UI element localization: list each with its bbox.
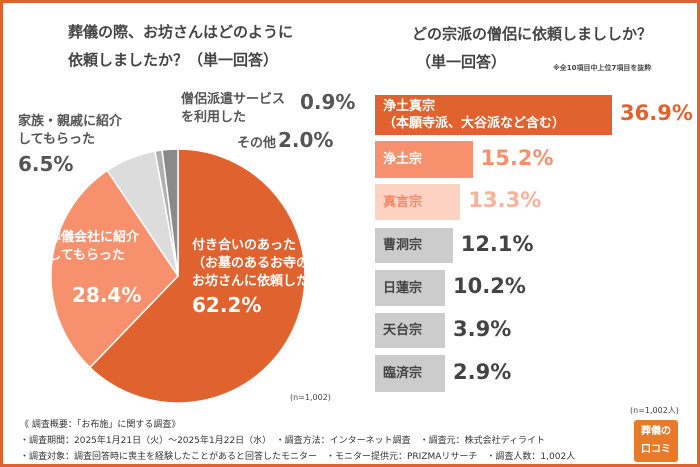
bar-subtitle: ※全10項目中上位7項目を抜粋 [553, 64, 652, 72]
pie-label: その他 [237, 136, 277, 151]
footer-line1: 《 調査概要：「お布施」に関する調査》 [20, 420, 181, 430]
bar-value-label: 12.1% [460, 231, 534, 256]
bar: 曹洞宗 [375, 228, 453, 263]
bar-note: (n=1,002人) [630, 406, 679, 415]
pie-title: 葬儀の際、お坊さんはどのように 依頼しましたか？（単一回答） [68, 23, 294, 69]
bar: 日蓮宗 [375, 270, 445, 306]
pie-label: 家族・親戚に紹介 してもらった [18, 114, 123, 147]
pie-label: 付き合いのあった （お墓のあるお寺の） お坊さんに依頼した [192, 238, 323, 289]
footer-line3: ・調査対象：調査回答時に喪主を経験したことがあると回答したモニター ・モニター提… [20, 452, 576, 462]
bar-label: 日蓮宗 [383, 280, 423, 296]
bar-title: どの宗派の僧侶に依頼しまししか？ （単一回答） [412, 25, 653, 71]
bar-value-label: 10.2% [453, 274, 526, 298]
bar: 浄土宗 [375, 141, 473, 178]
pie-label: 葬儀会社に紹介 してもらった [48, 230, 140, 263]
bar-value-label: 36.9% [620, 101, 693, 125]
footer-line2: ・調査期間：2025年1月21日（火）～2025年1月22日（水） ・調査方法：… [20, 436, 546, 446]
bar-label: 浄土宗 [383, 152, 423, 167]
pie-value-label: 2.0% [278, 128, 334, 152]
bar-label: 曹洞宗 [383, 238, 423, 253]
bar-value-label: 2.9% [453, 359, 512, 384]
bar-value-label: 13.3% [468, 188, 542, 212]
bar-label: 天台宗 [383, 323, 423, 338]
pie-slice [161, 148, 179, 277]
pie-value-label: 62.2% [192, 293, 262, 317]
bar-value-label: 15.2% [480, 145, 554, 170]
pie-value-label: 6.5% [18, 152, 74, 176]
bar-label: 真言宗 [383, 194, 423, 210]
bar: 浄土真宗 （本願寺派、大谷派など含む） [375, 95, 612, 135]
logo: 葬儀の 口コミ [634, 420, 678, 462]
pie-value-label: 28.4% [72, 283, 142, 307]
pie-slice [88, 148, 306, 404]
pie-value-label: 0.9% [300, 90, 356, 114]
bar-value-label: 3.9% [453, 316, 512, 341]
bar: 真言宗 [375, 184, 461, 220]
bar-label: 浄土真宗 （本願寺派、大谷派など含む） [383, 99, 566, 131]
pie-note: (n=1,002) [290, 393, 331, 402]
pie-label: 僧侶派遣サービス を利用した [181, 92, 286, 125]
bar: 臨済宗 [375, 355, 445, 392]
pie-slice [50, 169, 179, 369]
bar: 天台宗 [375, 313, 445, 348]
bar-label: 臨済宗 [383, 366, 423, 381]
